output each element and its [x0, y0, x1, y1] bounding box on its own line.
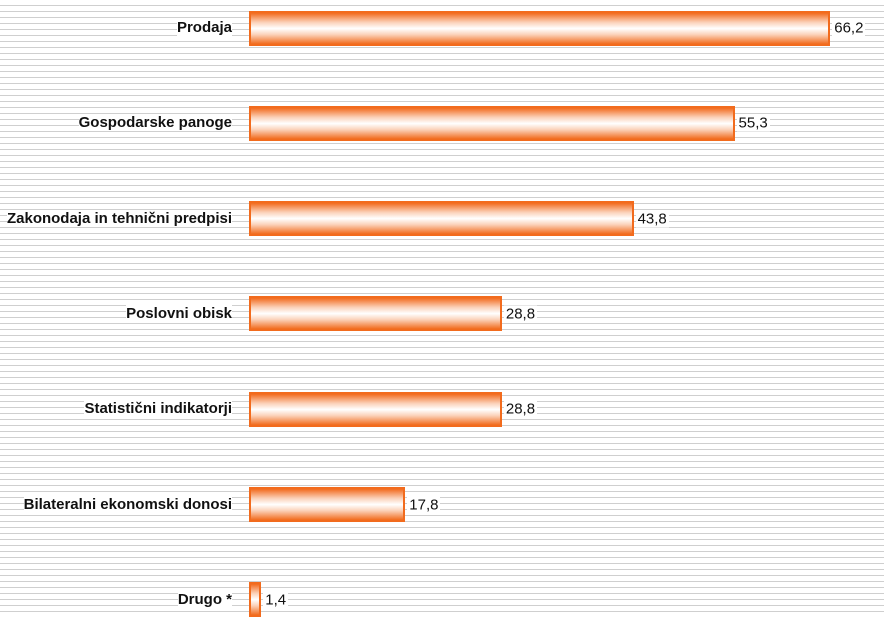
- category-text: Statistični indikatorji: [84, 400, 232, 418]
- category-label: Poslovni obisk: [4, 302, 232, 326]
- bar: [249, 582, 262, 617]
- bar: [249, 201, 634, 237]
- value-label: 66,2: [832, 19, 866, 37]
- category-label: Zakonodaja in tehnični predpisi: [4, 207, 232, 231]
- value-label: 28,8: [503, 305, 538, 323]
- value-label: 17,8: [407, 496, 441, 513]
- category-text: Bilateralni ekonomski donosi: [23, 495, 232, 513]
- category-label: Statistični indikatorji: [4, 397, 232, 421]
- category-label: Bilateralni ekonomski donosi: [4, 493, 232, 517]
- bar: [249, 487, 406, 522]
- category-text: Prodaja: [176, 19, 232, 36]
- bar: [249, 296, 502, 332]
- bar: [249, 10, 831, 46]
- value-label: 43,8: [635, 210, 669, 228]
- category-text: Zakonodaja in tehnični predpisi: [6, 209, 232, 227]
- value-label: 55,3: [736, 114, 770, 132]
- value-label: 1,4: [263, 591, 289, 609]
- category-text: Poslovni obisk: [126, 304, 232, 322]
- category-text: Gospodarske panoge: [78, 114, 232, 132]
- category-text: Drugo *: [177, 590, 232, 608]
- value-label: 28,8: [503, 400, 538, 418]
- category-label: Drugo *: [4, 588, 232, 612]
- bar: [249, 105, 735, 141]
- category-label: Prodaja: [4, 16, 232, 40]
- category-label: Gospodarske panoge: [4, 111, 232, 135]
- bar: [249, 391, 502, 427]
